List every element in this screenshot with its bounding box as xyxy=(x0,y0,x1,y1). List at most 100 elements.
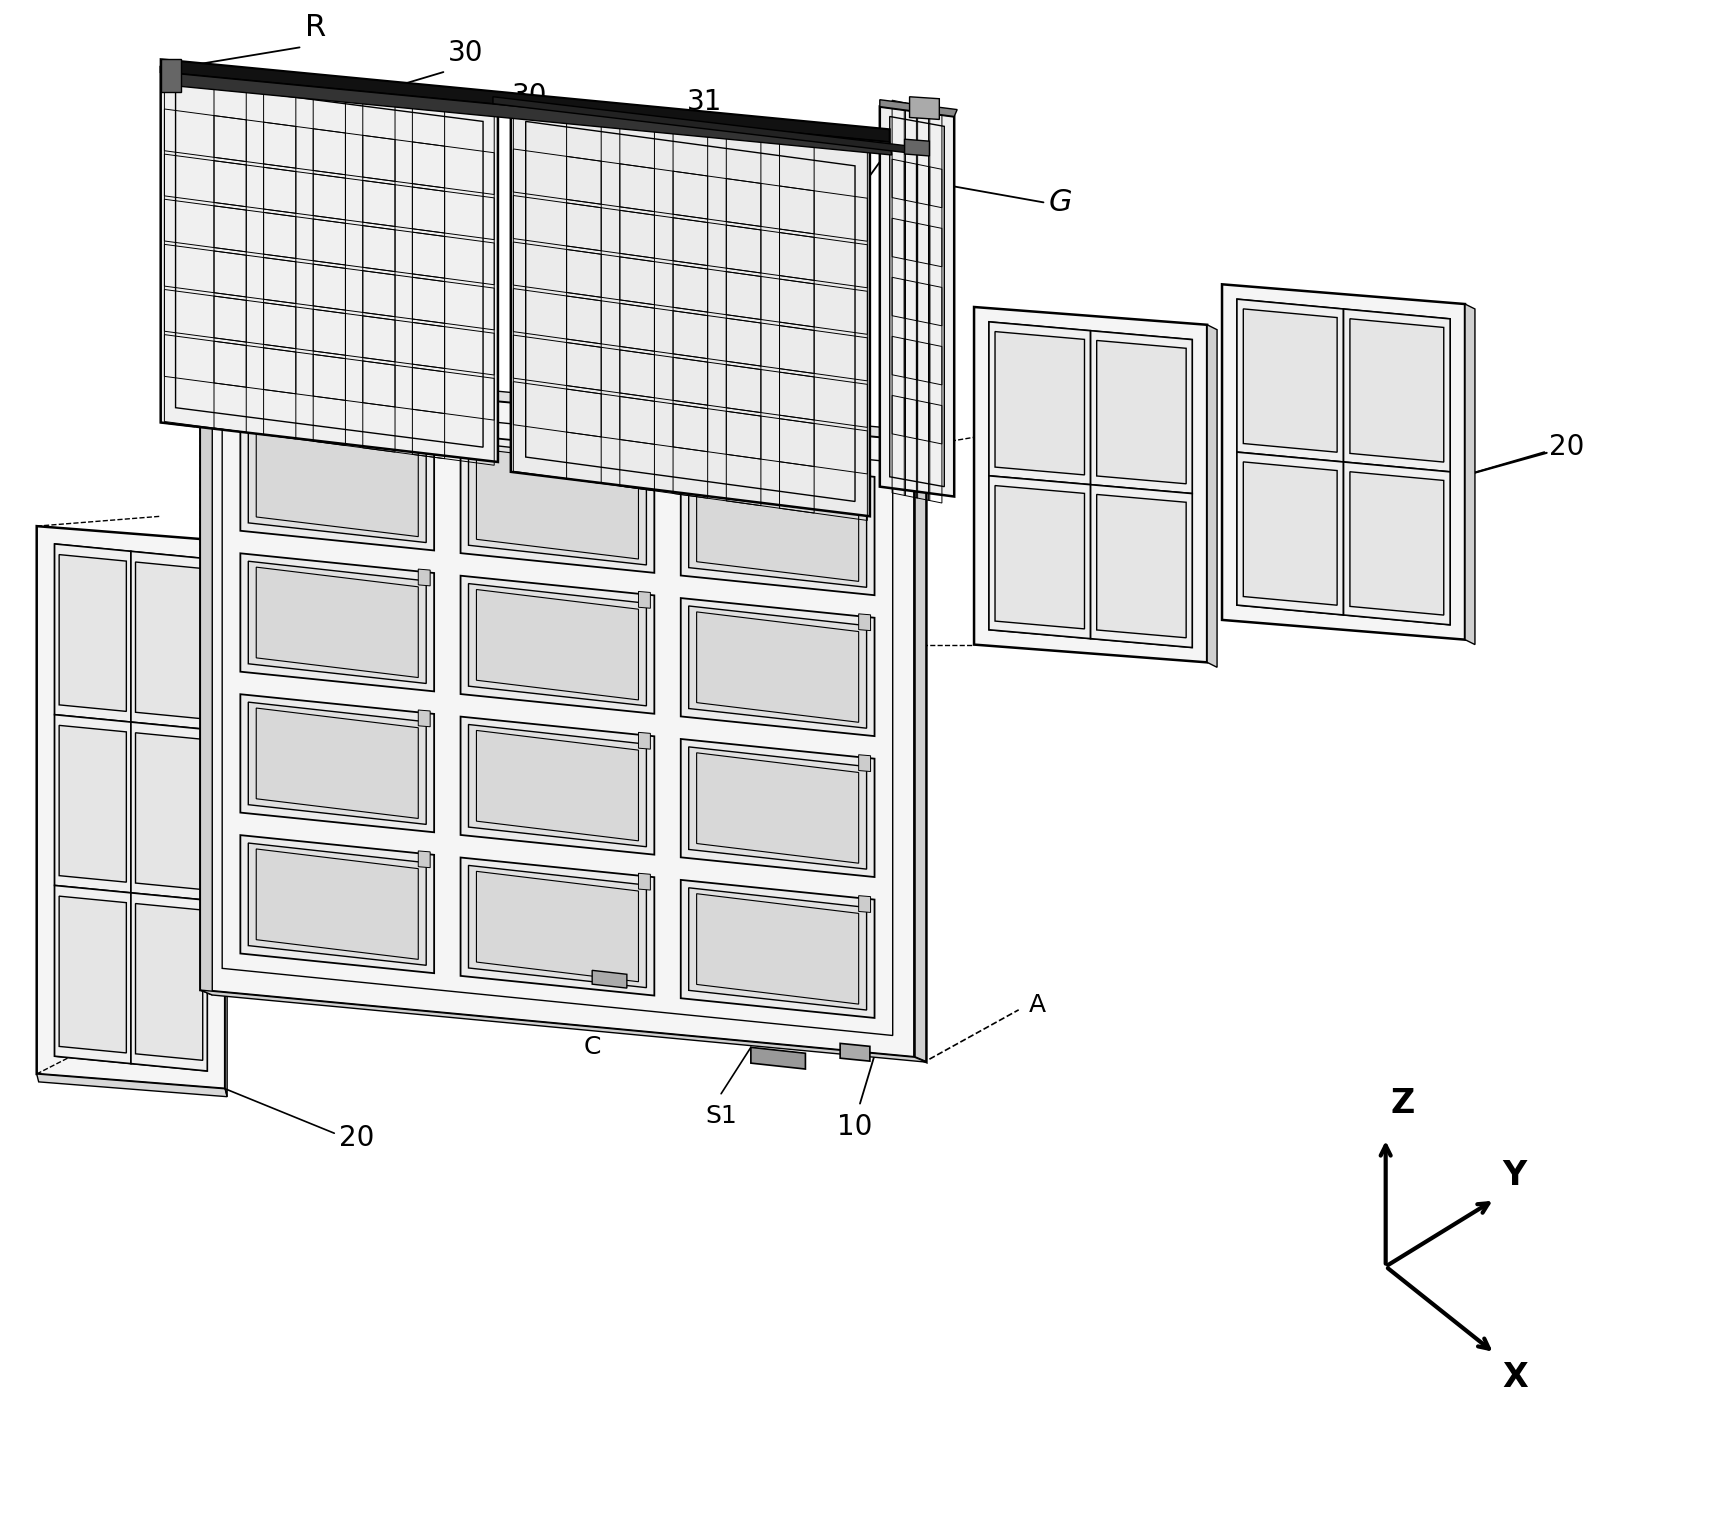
Polygon shape xyxy=(1243,309,1337,453)
Polygon shape xyxy=(689,606,867,728)
Polygon shape xyxy=(1207,325,1217,668)
Polygon shape xyxy=(60,554,127,711)
Polygon shape xyxy=(1097,494,1186,637)
Text: 20: 20 xyxy=(339,1124,375,1153)
Polygon shape xyxy=(161,60,500,106)
Polygon shape xyxy=(161,60,890,143)
Polygon shape xyxy=(879,100,956,117)
Polygon shape xyxy=(689,887,867,1010)
Polygon shape xyxy=(689,465,867,588)
Polygon shape xyxy=(751,1047,806,1068)
Polygon shape xyxy=(476,872,639,982)
Polygon shape xyxy=(591,970,627,989)
Text: A: A xyxy=(1028,993,1046,1016)
Polygon shape xyxy=(201,364,219,384)
Polygon shape xyxy=(135,562,202,718)
Polygon shape xyxy=(1090,330,1193,494)
Polygon shape xyxy=(1238,453,1344,616)
Polygon shape xyxy=(476,448,639,559)
Polygon shape xyxy=(879,106,955,496)
Polygon shape xyxy=(240,413,434,551)
Polygon shape xyxy=(201,368,235,384)
Text: Z: Z xyxy=(1390,1087,1414,1121)
Text: S2: S2 xyxy=(794,982,824,1007)
Polygon shape xyxy=(696,752,859,863)
Polygon shape xyxy=(511,100,872,150)
Polygon shape xyxy=(249,701,427,824)
Polygon shape xyxy=(135,904,202,1061)
Polygon shape xyxy=(1238,299,1344,462)
Polygon shape xyxy=(249,421,427,542)
Polygon shape xyxy=(974,307,1207,663)
Polygon shape xyxy=(680,599,874,737)
Polygon shape xyxy=(905,140,929,157)
Polygon shape xyxy=(55,543,130,721)
Polygon shape xyxy=(161,60,180,92)
Polygon shape xyxy=(680,738,874,876)
Polygon shape xyxy=(255,849,418,959)
Polygon shape xyxy=(639,591,650,608)
Text: R: R xyxy=(305,14,326,43)
Polygon shape xyxy=(1351,471,1443,616)
Text: Y: Y xyxy=(1503,1159,1527,1193)
Polygon shape xyxy=(696,893,859,1004)
Polygon shape xyxy=(36,527,225,1088)
Polygon shape xyxy=(161,68,499,462)
Polygon shape xyxy=(225,540,228,1096)
Polygon shape xyxy=(511,106,871,516)
Polygon shape xyxy=(680,880,874,1018)
Polygon shape xyxy=(255,427,418,537)
Polygon shape xyxy=(696,612,859,723)
Polygon shape xyxy=(859,895,871,912)
Polygon shape xyxy=(255,566,418,677)
Polygon shape xyxy=(639,873,650,890)
Polygon shape xyxy=(201,990,927,1062)
Polygon shape xyxy=(135,732,202,890)
Polygon shape xyxy=(1222,284,1465,640)
Polygon shape xyxy=(680,457,874,596)
Polygon shape xyxy=(130,721,207,900)
Polygon shape xyxy=(130,551,207,729)
Polygon shape xyxy=(1465,304,1476,645)
Polygon shape xyxy=(689,748,867,869)
Polygon shape xyxy=(60,896,127,1053)
Polygon shape xyxy=(461,858,655,996)
Polygon shape xyxy=(249,562,427,683)
Text: S1: S1 xyxy=(704,1104,737,1128)
Polygon shape xyxy=(996,332,1085,474)
Polygon shape xyxy=(910,97,939,120)
Polygon shape xyxy=(859,614,871,631)
Polygon shape xyxy=(161,72,891,155)
Polygon shape xyxy=(840,1044,871,1061)
Polygon shape xyxy=(201,364,915,441)
Polygon shape xyxy=(476,731,639,841)
Polygon shape xyxy=(1090,485,1193,648)
Polygon shape xyxy=(60,726,127,883)
Polygon shape xyxy=(201,373,915,1058)
Polygon shape xyxy=(240,553,434,691)
Polygon shape xyxy=(859,755,871,772)
Polygon shape xyxy=(1097,341,1186,484)
Polygon shape xyxy=(468,725,646,847)
Polygon shape xyxy=(240,694,434,832)
Polygon shape xyxy=(201,373,213,995)
Polygon shape xyxy=(249,843,427,966)
Text: X: X xyxy=(1503,1362,1529,1394)
Polygon shape xyxy=(461,434,655,573)
Text: 30: 30 xyxy=(449,38,483,68)
Polygon shape xyxy=(468,583,646,706)
Polygon shape xyxy=(55,715,130,893)
Text: 31: 31 xyxy=(686,89,722,117)
Polygon shape xyxy=(1351,319,1443,462)
Polygon shape xyxy=(1344,309,1450,471)
Polygon shape xyxy=(36,1074,228,1096)
Text: G: G xyxy=(1049,187,1071,216)
Polygon shape xyxy=(468,442,646,565)
Text: 10: 10 xyxy=(838,1113,872,1142)
Polygon shape xyxy=(996,485,1085,629)
Polygon shape xyxy=(639,732,650,749)
Polygon shape xyxy=(130,893,207,1071)
Text: C: C xyxy=(583,1035,602,1059)
Polygon shape xyxy=(418,711,430,726)
Polygon shape xyxy=(255,708,418,818)
